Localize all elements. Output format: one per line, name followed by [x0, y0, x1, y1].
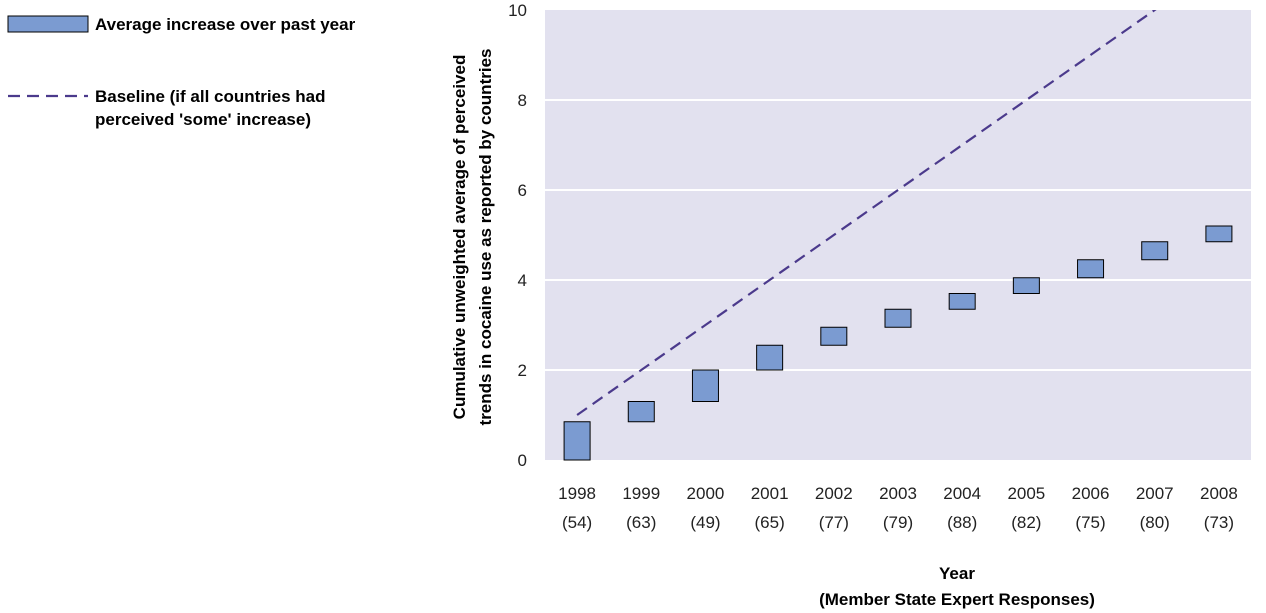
x-tick-label: 2000: [687, 484, 725, 503]
x-tick-count: (63): [626, 513, 656, 532]
bar: [884, 308, 912, 328]
plot-area: [545, 10, 1251, 460]
y-tick-label: 0: [518, 451, 527, 470]
x-tick-count: (88): [947, 513, 977, 532]
y-tick-label: 6: [518, 181, 527, 200]
x-tick-labels: 1998 (54) 1999 (63) 2000 (49) 2001 (65) 2002 (77)…: [558, 484, 1238, 532]
y-tick-label: 10: [508, 1, 527, 20]
x-tick-count: (75): [1075, 513, 1105, 532]
legend: Average increase over past year Baseline…: [7, 15, 356, 129]
x-tick-label: 2001: [751, 484, 789, 503]
x-tick-count: (77): [819, 513, 849, 532]
bar: [1012, 277, 1040, 294]
bar: [948, 293, 976, 310]
bars: [563, 225, 1233, 461]
bar: [1141, 241, 1169, 261]
baseline-line: [576, 10, 1157, 416]
x-tick-label: 1998: [558, 484, 596, 503]
x-tick-label: 2006: [1072, 484, 1110, 503]
legend-line-label-1: Baseline (if all countries had: [95, 87, 326, 106]
legend-bar-label: Average increase over past year: [95, 15, 356, 34]
bar: [756, 344, 784, 371]
x-tick-count: (80): [1140, 513, 1170, 532]
y-axis-title-line-2: trends in cocaine use as reported by cou…: [476, 49, 495, 426]
x-tick-count: (82): [1011, 513, 1041, 532]
bar: [820, 326, 848, 346]
x-tick-label: 2007: [1136, 484, 1174, 503]
bar: [691, 369, 719, 402]
x-tick-count: (65): [755, 513, 785, 532]
x-tick-label: 2005: [1007, 484, 1045, 503]
x-tick-label: 2004: [943, 484, 981, 503]
bar: [563, 421, 591, 461]
x-tick-label: 2008: [1200, 484, 1238, 503]
x-axis-title-line-1: Year: [939, 564, 975, 583]
x-tick-label: 1999: [622, 484, 660, 503]
x-tick-count: (79): [883, 513, 913, 532]
x-tick-count: (49): [690, 513, 720, 532]
bar: [627, 401, 655, 423]
x-tick-count: (54): [562, 513, 592, 532]
y-tick-label: 2: [518, 361, 527, 380]
x-axis-title-line-2: (Member State Expert Responses): [819, 590, 1095, 609]
bar: [1205, 225, 1233, 243]
y-tick-label: 8: [518, 91, 527, 110]
y-axis-title-line-1: Cumulative unweighted average of perceiv…: [450, 55, 469, 420]
x-tick-label: 2002: [815, 484, 853, 503]
y-tick-label: 4: [518, 271, 527, 290]
y-tick-labels: 0 2 4 6 8 10: [508, 1, 527, 470]
bar: [1077, 259, 1105, 279]
x-tick-count: (73): [1204, 513, 1234, 532]
legend-bar-swatch: [7, 15, 89, 33]
x-tick-label: 2003: [879, 484, 917, 503]
legend-line-label-2: perceived 'some' increase): [95, 110, 311, 129]
